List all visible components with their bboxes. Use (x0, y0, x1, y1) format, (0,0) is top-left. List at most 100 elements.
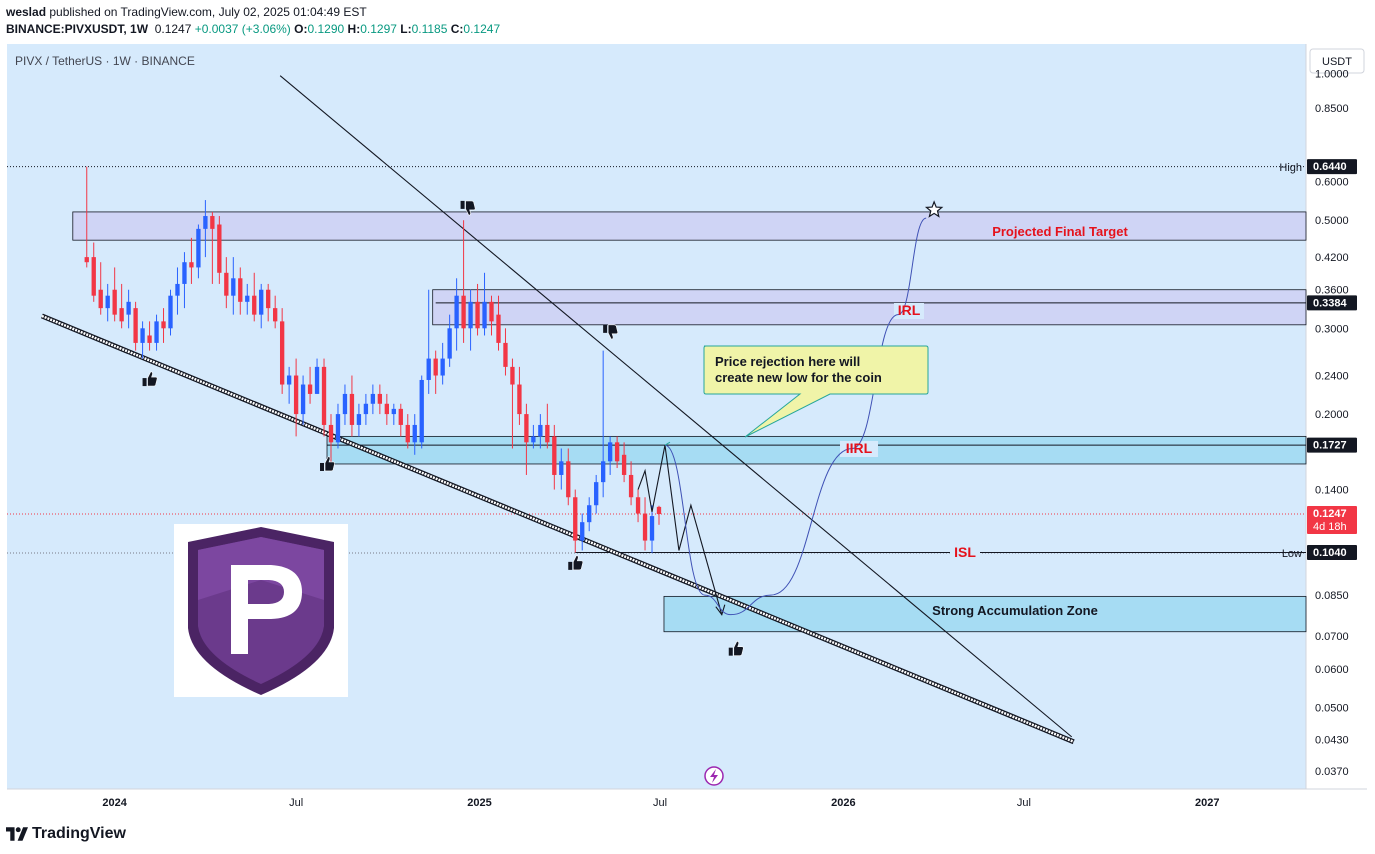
candle-body (154, 321, 159, 343)
candle-body (252, 295, 257, 315)
y-tick-label: 0.5000 (1315, 215, 1349, 227)
candle-body (286, 375, 292, 385)
candle-body (126, 301, 131, 315)
lightning-icon[interactable] (704, 766, 724, 786)
candle-body (489, 301, 494, 322)
candle-body (412, 424, 417, 443)
irl-label: IRL (898, 302, 921, 318)
candle-body (468, 301, 473, 329)
label-bg (840, 441, 878, 457)
candle-body (224, 272, 229, 296)
candle-body (538, 424, 543, 437)
thumb-shape (320, 456, 335, 472)
high-label: H: (347, 22, 361, 36)
y-tick-label: 0.0370 (1315, 766, 1349, 778)
chart-title: PIVX / TetherUS · 1W · BINANCE (15, 54, 195, 68)
price-label: 0.1040 (1313, 547, 1347, 559)
candle-body (594, 482, 599, 506)
star-icon (924, 200, 944, 218)
candle-body (433, 358, 438, 376)
candle-body (545, 424, 550, 443)
high-label: High (1279, 162, 1302, 174)
thumb-shape (568, 555, 584, 571)
callout-pointer (664, 441, 671, 446)
candle-body (496, 314, 501, 343)
publish-text: published on TradingView.com, July 02, 2… (46, 5, 367, 19)
candle-body (391, 408, 396, 415)
thumbs-up-icon (728, 641, 744, 656)
zone-irl (432, 289, 1307, 326)
price-label: 0.1727 (1313, 440, 1347, 452)
candle-body (559, 461, 564, 475)
x-tick-label: Jul (1017, 797, 1031, 809)
thumb-shape (142, 371, 158, 387)
candle-body (342, 393, 348, 415)
y-tick-label: 0.2400 (1315, 371, 1349, 383)
candle-body (245, 295, 250, 302)
candle-body (203, 216, 208, 229)
candle-body (621, 454, 627, 475)
candle-body (587, 505, 592, 523)
label-bg (894, 303, 924, 319)
candle-body (475, 301, 480, 329)
candle-body (293, 375, 299, 415)
candle-body (377, 393, 383, 404)
publisher-name[interactable]: weslad (6, 5, 47, 19)
brand-name: TradingView (32, 825, 126, 842)
candle-body (614, 442, 620, 462)
thumb-hand (607, 324, 619, 340)
footer-brand[interactable]: TradingView (6, 825, 126, 843)
x-tick-label: 2025 (467, 797, 491, 809)
publish-info: weslad published on TradingView.com, Jul… (6, 5, 367, 19)
candle-body (552, 436, 557, 475)
price-label: 0.3384 (1313, 297, 1348, 309)
callout-line-1: Price rejection here will (715, 354, 860, 369)
y-tick-label: 0.3000 (1315, 323, 1349, 335)
candle-body (398, 408, 403, 425)
low-label: L: (400, 22, 412, 36)
price-label: 0.6440 (1313, 161, 1347, 173)
trendline-resistance (279, 75, 1073, 738)
candle-body (238, 278, 243, 302)
candle-body (419, 379, 424, 443)
low-value: 0.1185 (411, 22, 448, 36)
price-label-bg (1307, 506, 1357, 535)
high-value: 0.1297 (360, 22, 397, 36)
price-label-bg (1307, 295, 1357, 311)
candle-body (510, 366, 515, 385)
currency-button[interactable] (1309, 48, 1365, 74)
projected-target-label: Projected Final Target (992, 224, 1128, 239)
thumb-hand (147, 371, 158, 387)
x-tick-label: Jul (289, 797, 303, 809)
candle-body (112, 289, 117, 315)
low-label: Low (1282, 548, 1302, 560)
candle-body (440, 358, 445, 376)
symbol[interactable]: BINANCE:PIVXUSDT, 1W (6, 22, 149, 36)
thumb-hand (324, 456, 335, 472)
candle-body (279, 321, 285, 385)
x-tick-label: 2024 (102, 797, 127, 809)
thumb-shape (728, 641, 744, 656)
isl-label: ISL (954, 544, 976, 560)
candle-body (517, 384, 522, 415)
close-value: 0.1247 (463, 22, 501, 36)
accumulation-zone-label: Strong Accumulation Zone (932, 603, 1098, 618)
x-tick-label: Jul (653, 797, 667, 809)
candle-body (196, 228, 201, 268)
label-bg (950, 545, 980, 561)
thumbs-up-icon (568, 555, 584, 571)
close-label: C: (450, 22, 464, 36)
candle-body (259, 289, 264, 315)
zone-projected-final-target (72, 211, 1307, 241)
last-price: 0.1247 (154, 22, 192, 36)
callout-line-2: create new low for the coin (715, 370, 882, 385)
candle-body (300, 384, 306, 415)
candle-body (601, 461, 606, 483)
y-tick-label: 0.0700 (1315, 631, 1349, 643)
y-tick-label: 0.0500 (1315, 702, 1349, 714)
time-axis[interactable] (7, 789, 1367, 816)
candle-body (133, 308, 138, 343)
y-tick-label: 0.0850 (1315, 590, 1349, 602)
x-tick-label: 2027 (1195, 797, 1219, 809)
